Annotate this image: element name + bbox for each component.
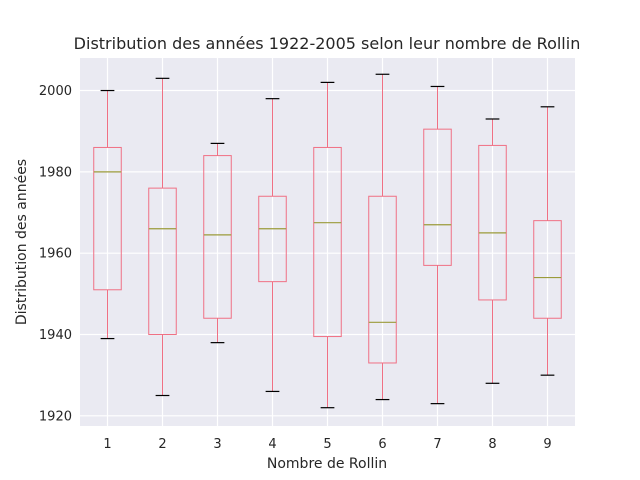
x-tick-label: 3 [213,437,221,452]
x-tick-label: 9 [543,437,551,452]
box-7 [423,85,452,405]
y-tick-label: 1960 [39,247,72,262]
box-3 [203,142,232,344]
y-tick-label: 1940 [39,328,72,343]
box-5 [313,81,342,409]
box-iqr [203,155,232,319]
x-tick-label: 4 [268,437,276,452]
y-tick-labels: 1920 1940 1960 1980 2000 [39,84,72,424]
box-6 [368,73,397,401]
box-1 [93,89,122,340]
box-8 [478,118,507,384]
x-tick-labels: 1 2 3 4 5 6 7 8 9 [103,437,551,452]
box-iqr [423,128,452,266]
box-iqr [533,220,562,319]
y-tick-label: 1980 [39,165,72,180]
box-iqr [313,146,342,338]
x-axis-label: Nombre de Rollin [267,456,387,472]
box-iqr [368,195,397,364]
box-9 [533,106,562,376]
box-iqr [478,144,507,301]
y-tick-label: 2000 [39,84,72,99]
y-axis-label: Distribution des années [14,159,30,325]
box-series [93,73,562,409]
box-iqr [148,187,177,336]
chart-title: Distribution des années 1922-2005 selon … [74,34,581,53]
x-tick-label: 5 [323,437,331,452]
x-tick-label: 6 [378,437,386,452]
box-iqr [93,146,122,291]
x-tick-label: 1 [103,437,111,452]
box-2 [148,77,177,397]
box-iqr [258,195,287,283]
y-tick-label: 1920 [39,409,72,424]
x-tick-label: 7 [433,437,441,452]
x-tick-label: 2 [158,437,166,452]
x-tick-label: 8 [488,437,496,452]
box-4 [258,98,287,393]
